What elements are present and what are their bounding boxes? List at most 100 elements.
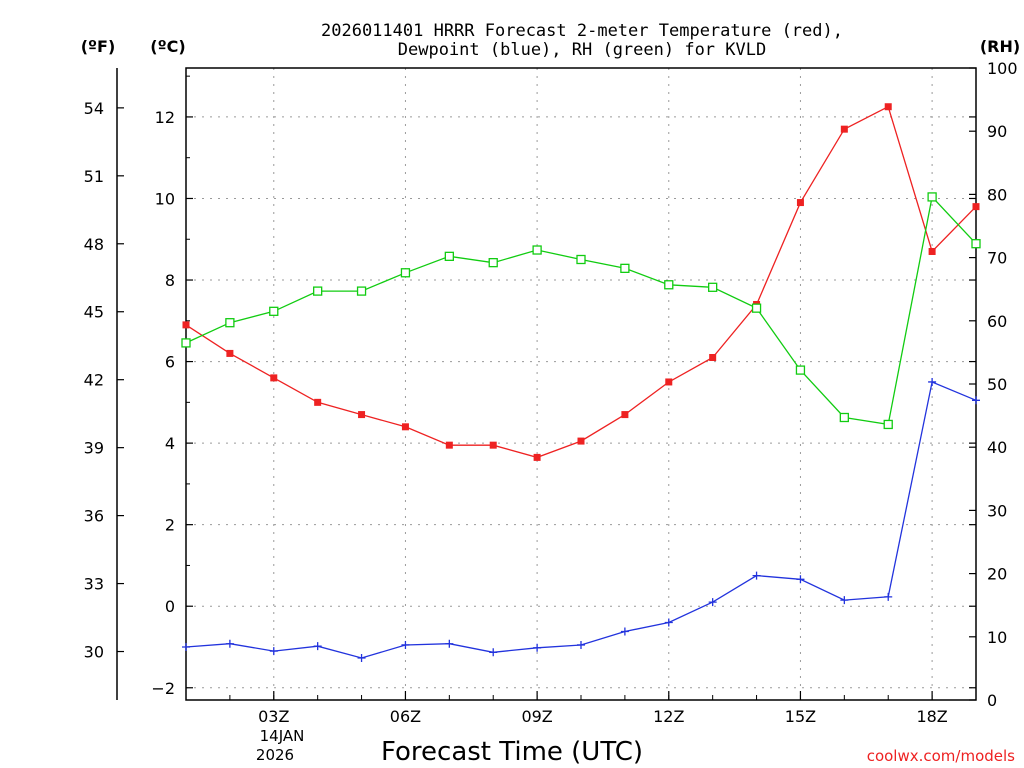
rh-point [664, 280, 674, 290]
temperature-point [270, 374, 278, 382]
temperature-point [182, 321, 190, 329]
chart-title-line2: Dewpoint (blue), RH (green) for KVLD [398, 40, 766, 60]
temperature-point [314, 398, 322, 406]
dewpoint-point [752, 571, 761, 580]
rh-tick-label: 60 [987, 312, 1007, 331]
rh-point [839, 412, 849, 423]
rh-tick-label: 50 [987, 375, 1007, 394]
fahrenheit-tick-label: 48 [84, 235, 104, 254]
rh-tick-label: 10 [987, 628, 1007, 647]
date-label-day: 14JAN [260, 727, 305, 745]
fahrenheit-tick-label: 45 [84, 303, 104, 322]
dewpoint-point [620, 627, 629, 636]
series-layer [181, 103, 981, 663]
dewpoint-point [884, 592, 893, 601]
x-tick-label: 12Z [653, 707, 684, 726]
rh-tick-label: 100 [987, 59, 1018, 78]
celsius-tick-label: 12 [155, 108, 175, 127]
celsius-tick-label: 10 [155, 189, 175, 208]
temperature-point [972, 203, 980, 211]
dewpoint-point [796, 575, 805, 584]
celsius-unit-label: (ºC) [150, 37, 185, 56]
rh-tick-label: 80 [987, 185, 1007, 204]
temperature-point [796, 199, 804, 207]
temperature-point [709, 353, 717, 361]
rh-point [883, 419, 893, 430]
dewpoint-point [182, 642, 190, 651]
temperature-line [185, 105, 977, 459]
dewpoint-point [313, 642, 322, 651]
rh-tick-label: 40 [987, 438, 1007, 457]
rh-tick-label: 90 [987, 122, 1007, 141]
rh-point [620, 263, 630, 273]
dewpoint-point [577, 640, 585, 649]
fahrenheit-tick-label: 54 [84, 99, 104, 118]
rh-tick-label: 0 [987, 691, 997, 710]
x-tick-label: 03Z [258, 707, 289, 726]
dewpoint-point [972, 396, 980, 405]
temperature-point [884, 103, 892, 111]
temperature-point [533, 453, 541, 461]
plot-frame [185, 67, 977, 701]
rh-tick-label: 70 [987, 249, 1007, 268]
x-tick-label: 09Z [521, 707, 552, 726]
celsius-tick-label: 6 [165, 353, 175, 372]
temperature-point [840, 125, 848, 133]
rh-point [488, 258, 498, 268]
fahrenheit-tick-label: 30 [84, 643, 104, 662]
rh-point [181, 338, 191, 348]
dewpoint-point [708, 598, 717, 607]
temperature-point [928, 247, 936, 255]
celsius-tick-label: 8 [165, 271, 175, 290]
rh-point [576, 254, 586, 265]
fahrenheit-tick-label: 51 [84, 167, 104, 186]
dewpoint-point [928, 377, 937, 386]
series-temperature [182, 103, 980, 461]
rh-point [927, 192, 937, 202]
watermark: coolwx.com/models [867, 747, 1015, 765]
dewpoint-point [445, 639, 454, 648]
x-tick-label: 06Z [390, 707, 421, 726]
rh-tick-label: 20 [987, 565, 1007, 584]
rh-line [185, 195, 977, 426]
fahrenheit-unit-label: (ºF) [81, 37, 116, 56]
fahrenheit-tick-label: 42 [84, 371, 104, 390]
dewpoint-point [269, 647, 278, 656]
x-tick-label: 15Z [785, 707, 816, 726]
rh-point [269, 306, 279, 316]
rh-tick-label: 30 [987, 501, 1007, 520]
celsius-tick-label: −2 [151, 679, 175, 698]
x-axis-title: Forecast Time (UTC) [381, 737, 643, 767]
rh-point [971, 239, 981, 249]
temperature-point [401, 423, 409, 431]
chart-title-line1: 2026011401 HRRR Forecast 2-meter Tempera… [321, 21, 843, 41]
rh-point [225, 318, 235, 328]
dewpoint-point [225, 639, 234, 648]
temperature-point [226, 349, 234, 357]
dewpoint-point [401, 640, 410, 649]
dewpoint-point [357, 654, 366, 663]
dewpoint-point [840, 596, 849, 605]
axes-layer: −2 0 2 4 6 8 10 12 30 33 36 39 42 45 48 51 54 0 10 20 30 40 50… [84, 59, 1018, 726]
rh-point [532, 245, 542, 255]
date-label-year: 2026 [256, 746, 294, 764]
celsius-tick-label: 0 [165, 597, 175, 616]
series-dewpoint [182, 377, 980, 663]
rh-point [356, 286, 367, 296]
grid-layer [186, 68, 976, 700]
dewpoint-point [664, 618, 673, 627]
celsius-tick-label: 2 [165, 516, 175, 535]
fahrenheit-tick-label: 39 [84, 439, 104, 458]
temperature-point [489, 441, 497, 449]
rh-point [751, 303, 762, 313]
rh-point [795, 365, 806, 375]
series-rh [181, 192, 981, 430]
temperature-point [445, 441, 453, 449]
fahrenheit-tick-label: 33 [84, 575, 104, 594]
dewpoint-point [533, 643, 542, 652]
temperature-point [621, 411, 629, 419]
rh-unit-label: (RH) [980, 37, 1020, 56]
dewpoint-line [185, 381, 977, 659]
dewpoint-point [489, 648, 498, 657]
